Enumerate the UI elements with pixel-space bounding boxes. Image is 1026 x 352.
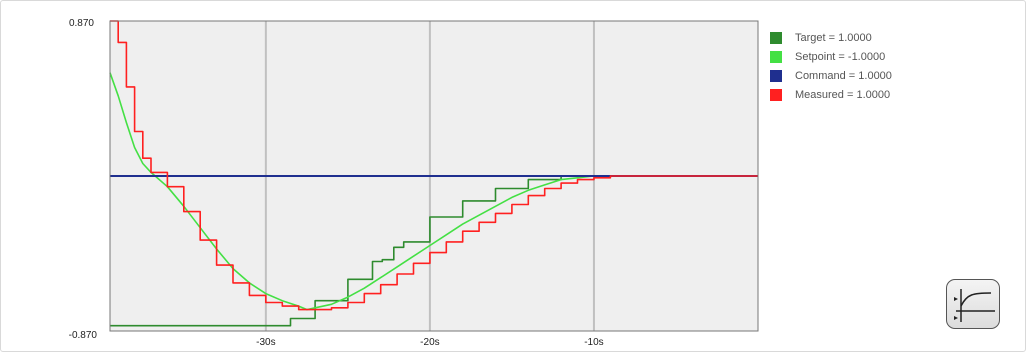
x-tick-label: -30s (256, 337, 275, 348)
legend-swatch-command (770, 69, 782, 82)
step-response-button[interactable] (946, 279, 1000, 329)
legend-swatch-target (770, 31, 782, 44)
legend-item-target[interactable]: Target = 1.0000 (770, 28, 892, 47)
legend-swatch-setpoint (770, 50, 782, 63)
x-tick-label: -20s (420, 337, 439, 348)
x-tick-label: -10s (584, 337, 603, 348)
legend-item-measured[interactable]: Measured = 1.0000 (770, 85, 892, 104)
step-response-icon (954, 289, 995, 322)
legend-swatch-measured (770, 88, 782, 101)
legend-label-setpoint: Setpoint = -1.0000 (795, 50, 886, 63)
legend-label-target: Target = 1.0000 (795, 31, 872, 44)
legend-label-measured: Measured = 1.0000 (795, 88, 891, 101)
series-layer (109, 20, 758, 327)
legend: Target = 1.0000 Setpoint = -1.0000 Comma… (770, 28, 892, 104)
legend-item-command[interactable]: Command = 1.0000 (770, 66, 892, 85)
y-tick-label-min: -0.870 (69, 330, 98, 341)
x-tick-labels: -30s -20s -10s (256, 337, 604, 348)
legend-label-command: Command = 1.0000 (795, 69, 892, 82)
y-tick-label-max: 0.870 (69, 18, 94, 29)
legend-item-setpoint[interactable]: Setpoint = -1.0000 (770, 47, 892, 66)
plot-border (109, 20, 759, 332)
series-line-measured (110, 20, 758, 311)
